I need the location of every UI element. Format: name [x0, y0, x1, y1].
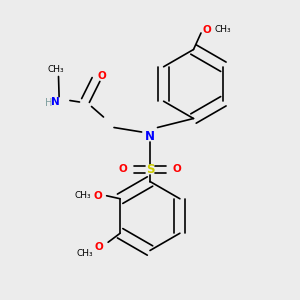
Text: CH₃: CH₃ — [214, 26, 231, 34]
Text: CH₃: CH₃ — [75, 191, 92, 200]
Text: O: O — [95, 242, 103, 252]
Text: CH₃: CH₃ — [76, 249, 93, 258]
Text: H: H — [45, 98, 52, 109]
Text: S: S — [146, 163, 154, 176]
Text: N: N — [145, 130, 155, 143]
Text: O: O — [98, 71, 106, 81]
Text: O: O — [172, 164, 181, 175]
Text: O: O — [94, 191, 103, 201]
Text: N: N — [51, 97, 60, 107]
Text: CH₃: CH₃ — [47, 64, 64, 74]
Text: O: O — [119, 164, 128, 175]
Text: O: O — [202, 25, 211, 35]
